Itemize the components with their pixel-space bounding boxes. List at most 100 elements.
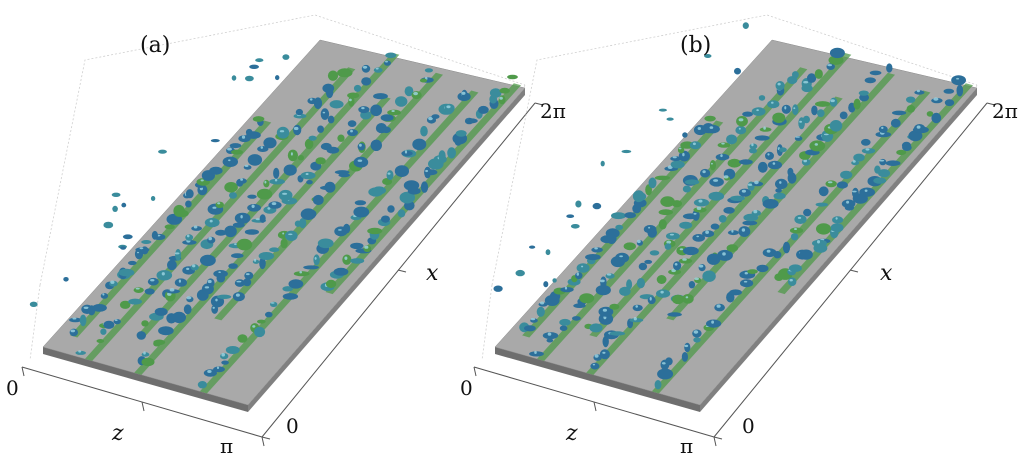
vortex-highlight — [114, 319, 118, 321]
vortex-highlight — [461, 91, 466, 95]
vortex-blob — [334, 170, 350, 175]
vortex-blob — [742, 220, 758, 226]
vortex-highlight — [72, 317, 77, 320]
vortex-blob — [926, 111, 934, 117]
vortex-highlight — [879, 159, 885, 162]
vortex-blob — [706, 253, 721, 265]
vortex-highlight — [540, 301, 545, 305]
vortex-highlight — [648, 226, 651, 229]
vortex-highlight — [741, 189, 747, 193]
vortex-blob — [609, 331, 626, 336]
vortex-blob — [166, 289, 180, 294]
vortex-highlight — [852, 190, 857, 193]
vortex-highlight — [674, 263, 678, 266]
vortex-blob — [765, 151, 774, 160]
vortex-blob — [151, 230, 158, 240]
vortex-highlight — [254, 258, 257, 262]
vortex-blob — [147, 277, 159, 286]
vortex-blob — [615, 252, 630, 263]
vortex-blob — [215, 229, 227, 236]
panel-a-z-tick-start: 0 — [6, 376, 19, 400]
vortex-blob — [817, 109, 825, 118]
vortex-blob — [455, 130, 467, 137]
vortex-blob — [217, 294, 232, 299]
vortex-highlight — [349, 98, 352, 102]
vortex-blob — [736, 116, 748, 127]
vortex-highlight — [245, 273, 250, 276]
vortex-blob — [258, 252, 275, 260]
vortex-blob — [247, 154, 263, 166]
vortex-blob — [693, 207, 707, 213]
vortex-blob — [830, 223, 844, 233]
vortex-blob — [890, 118, 901, 128]
vortex-blob — [327, 115, 335, 124]
vortex-blob — [380, 114, 394, 122]
panel-a-plate — [42, 39, 526, 406]
vortex-blob — [678, 150, 691, 162]
vortex-blob — [507, 74, 518, 80]
vortex-fragment — [150, 196, 156, 201]
vortex-blob — [623, 242, 636, 251]
vortex-highlight — [204, 286, 210, 289]
panel-a-x-tick-end: 2π — [540, 99, 566, 123]
vortex-highlight — [814, 143, 818, 146]
vortex-blob — [542, 332, 559, 340]
vortex-highlight — [499, 96, 503, 100]
vortex-highlight — [322, 111, 326, 114]
vortex-blob — [342, 254, 352, 265]
vortex-blob — [221, 360, 229, 365]
vortex-fragment — [210, 139, 220, 143]
vortex-blob — [524, 325, 536, 332]
vortex-blob — [185, 189, 194, 199]
vortex-blob — [174, 278, 187, 287]
vortex-highlight — [678, 147, 682, 150]
vortex-blob — [353, 84, 362, 92]
vortex-highlight — [747, 183, 753, 186]
vortex-blob — [325, 279, 337, 288]
vortex-blob — [839, 111, 848, 120]
vortex-highlight — [720, 154, 723, 158]
vortex-highlight — [270, 302, 275, 304]
vortex-highlight — [192, 264, 196, 268]
vortex-highlight — [741, 228, 746, 232]
vortex-highlight — [227, 147, 232, 151]
vortex-blob — [892, 110, 907, 116]
vortex-blob — [906, 96, 916, 103]
vortex-highlight — [135, 287, 140, 290]
vortex-blob — [779, 147, 787, 153]
vortex-blob — [420, 181, 429, 193]
vortex-highlight — [716, 304, 721, 308]
vortex-blob — [664, 243, 672, 250]
vortex-highlight — [530, 318, 536, 321]
panel-a: (a) 0 z π 0 x 2π — [6, 14, 566, 457]
vortex-highlight — [744, 272, 748, 275]
vortex-blob — [590, 362, 600, 370]
vortex-blob — [337, 134, 345, 142]
vortex-highlight — [83, 306, 89, 309]
vortex-highlight — [827, 181, 833, 184]
vortex-highlight — [594, 354, 599, 358]
vortex-highlight — [274, 178, 278, 182]
vortex-blob — [228, 263, 238, 269]
vortex-highlight — [817, 240, 820, 244]
vortex-blob — [489, 88, 502, 98]
vortex-fragment — [245, 75, 254, 82]
vortex-blob — [896, 149, 907, 156]
vortex-highlight — [682, 258, 687, 261]
vortex-blob — [306, 180, 313, 185]
vortex-blob — [231, 253, 244, 259]
vortex-highlight — [702, 170, 706, 174]
streak-green — [85, 67, 356, 361]
vortex-blob — [636, 278, 646, 289]
vortex-highlight — [660, 290, 664, 294]
vortex-blob — [465, 118, 478, 124]
vortex-blob — [185, 200, 192, 208]
vortex-blob — [738, 188, 751, 197]
vortex-blob — [153, 339, 166, 346]
vortex-blob — [263, 137, 277, 149]
vortex-blob — [709, 177, 724, 187]
vortex-blob — [624, 212, 636, 219]
vortex-highlight — [710, 162, 713, 165]
vortex-blob — [788, 264, 802, 273]
vortex-fragment — [29, 301, 38, 307]
